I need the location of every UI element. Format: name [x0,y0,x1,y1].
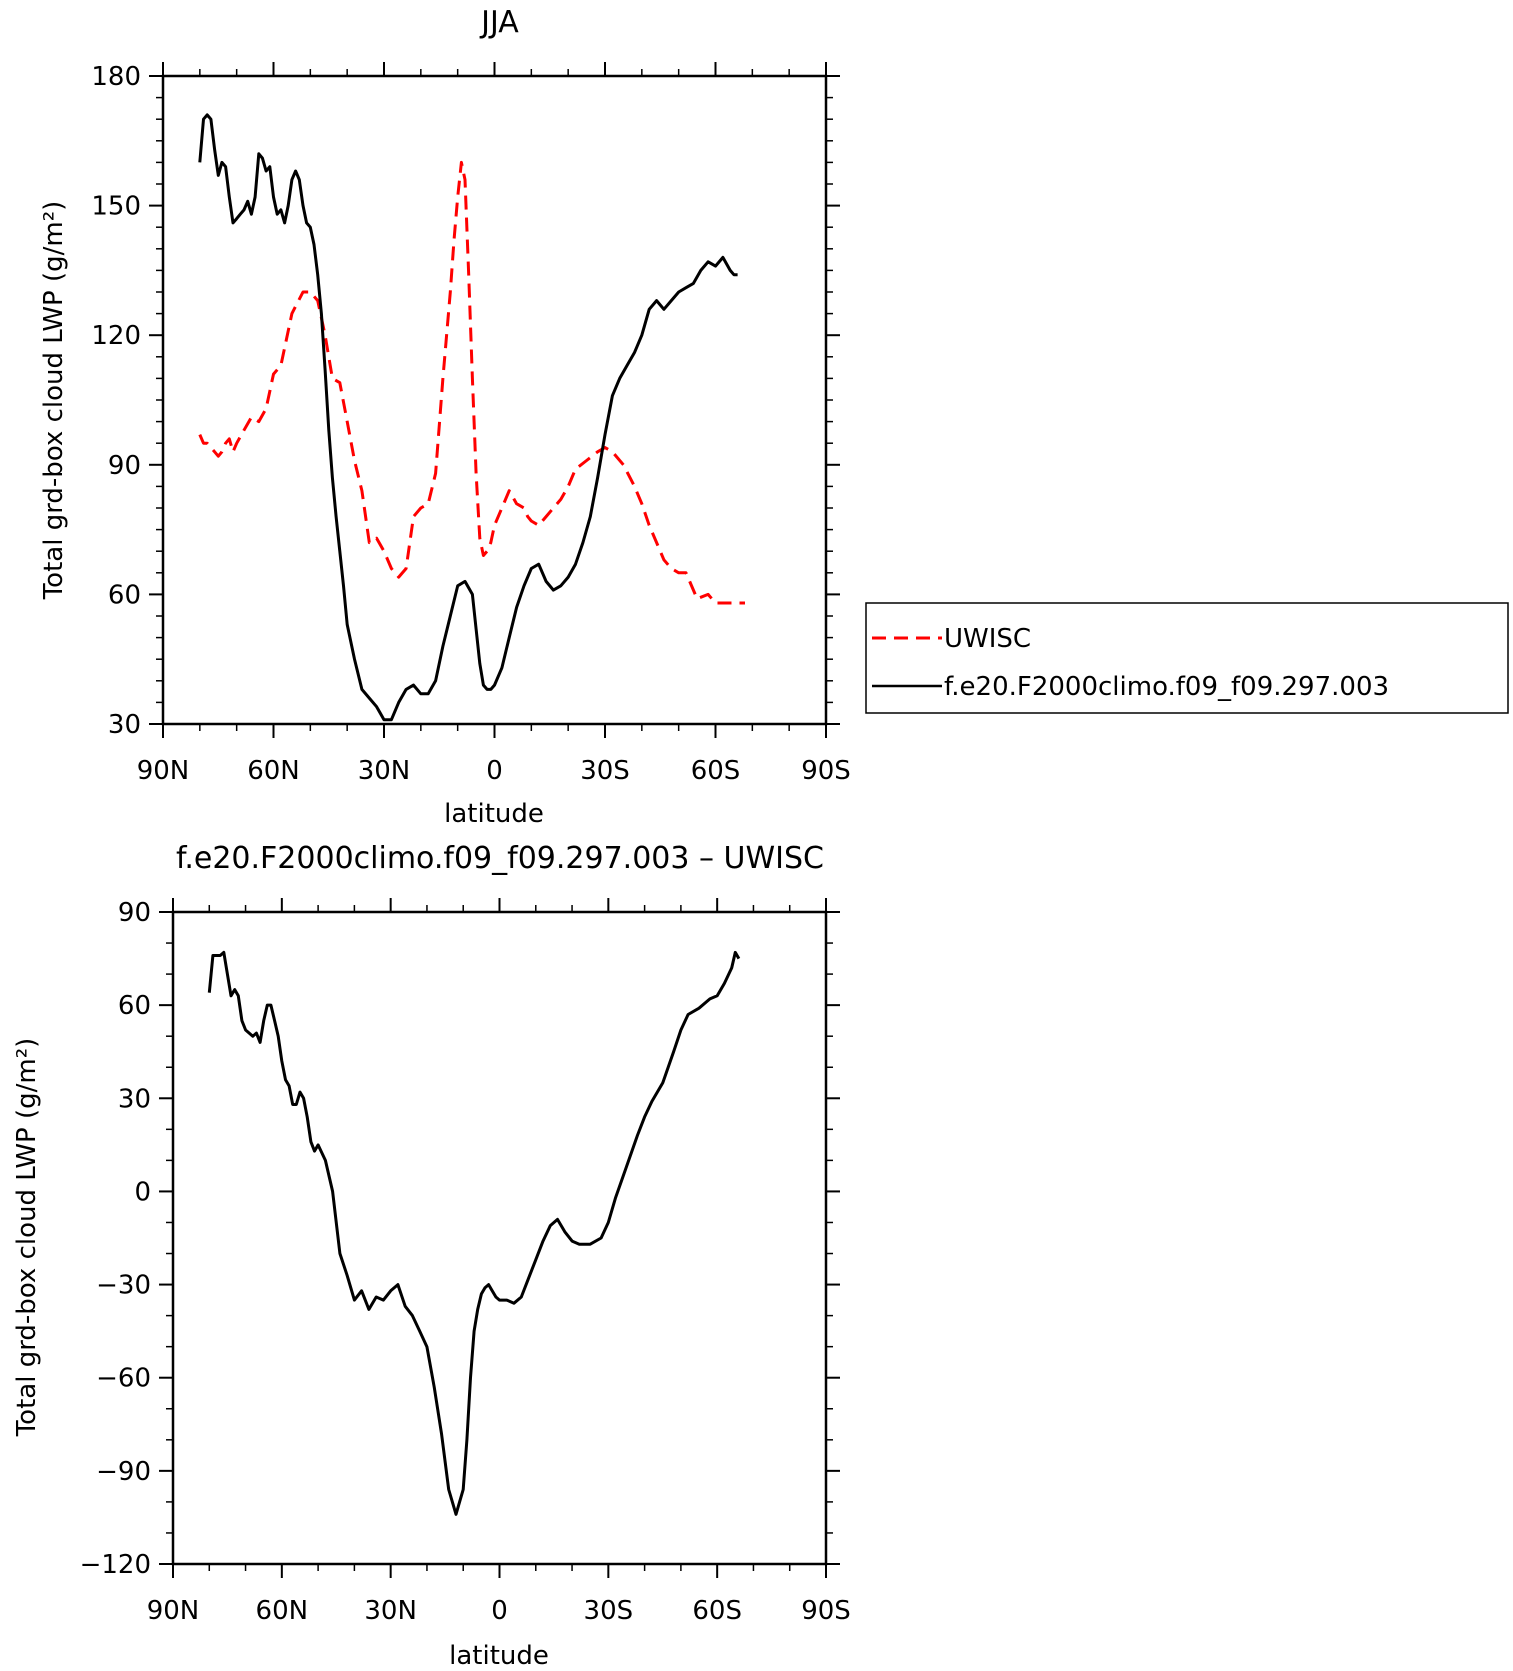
bottom-y-tick-label: 60 [118,991,151,1021]
top-plot-frame [161,74,828,726]
bottom-panel: f.e20.F2000climo.f09_f09.297.003 – UWISC… [12,841,851,1671]
bottom-x-tick-label: 30N [364,1596,417,1626]
bottom-x-tick-label: 90S [801,1596,851,1626]
bottom-y-tick-label: −120 [80,1550,151,1580]
bottom-y-tick-label: −30 [96,1271,151,1301]
bottom-y-tick-label: 90 [118,898,151,928]
legend-label-uwisc: UWISC [944,624,1031,654]
top-y-axis-title: Total grd-box cloud LWP (g/m²) [39,201,69,601]
top-line-f-e20-f2000climo-f09-f09-297-003 [198,113,738,722]
top-line-uwisc [198,160,745,605]
top-series-group [198,113,745,722]
bottom-y-tick-label: −90 [96,1457,151,1487]
bottom-line-series-0 [207,950,741,1516]
bottom-x-tick-label: 30S [584,1596,634,1626]
top-x-tick-label: 90S [801,756,851,786]
bottom-y-tick-label: 30 [118,1084,151,1114]
top-x-tick-label: 60S [691,756,741,786]
bottom-x-tick-label: 60S [692,1596,742,1626]
bottom-x-tick-label: 90N [147,1596,200,1626]
top-y-tick-label: 180 [91,62,141,92]
top-y-tick-label: 120 [91,321,141,351]
top-y-tick-label: 90 [108,451,141,481]
bottom-y-tick-label: 0 [134,1177,151,1207]
bottom-x-tick-label: 0 [491,1596,508,1626]
top-chart-title: JJA [479,5,519,40]
bottom-y-axis-title: Total grd-box cloud LWP (g/m²) [12,1038,42,1438]
top-panel: JJA 30 60 90 120 150 180 90N 60N 30N 0 30S 60S 90S l… [39,5,1509,829]
top-y-tick-label: 150 [91,192,141,222]
legend-label-model: f.e20.F2000climo.f09_f09.297.003 [944,672,1389,702]
top-x-tick-label: 30N [358,756,411,786]
top-axis-ticks: 30 60 90 120 150 180 90N 60N 30N 0 30S 60S 90S [91,62,851,786]
top-x-axis-title: latitude [444,799,544,829]
bottom-axis-ticks: 90 60 30 0 −30 −60 −90 −120 90N 60N 30N 0 30S 60S 90S [80,898,851,1626]
bottom-x-axis-title: latitude [449,1641,549,1671]
top-y-tick-label: 60 [108,580,141,610]
bottom-series-group [207,950,741,1516]
bottom-x-tick-label: 60N [256,1596,309,1626]
top-x-tick-label: 30S [580,756,630,786]
top-x-tick-label: 90N [137,756,190,786]
top-x-tick-label: 0 [486,756,503,786]
bottom-y-tick-label: −60 [96,1364,151,1394]
legend: UWISC f.e20.F2000climo.f09_f09.297.003 [865,602,1509,714]
top-y-tick-label: 30 [108,710,141,740]
bottom-chart-title: f.e20.F2000climo.f09_f09.297.003 – UWISC [176,841,824,876]
legend-box [865,602,1509,714]
top-x-tick-label: 60N [247,756,300,786]
